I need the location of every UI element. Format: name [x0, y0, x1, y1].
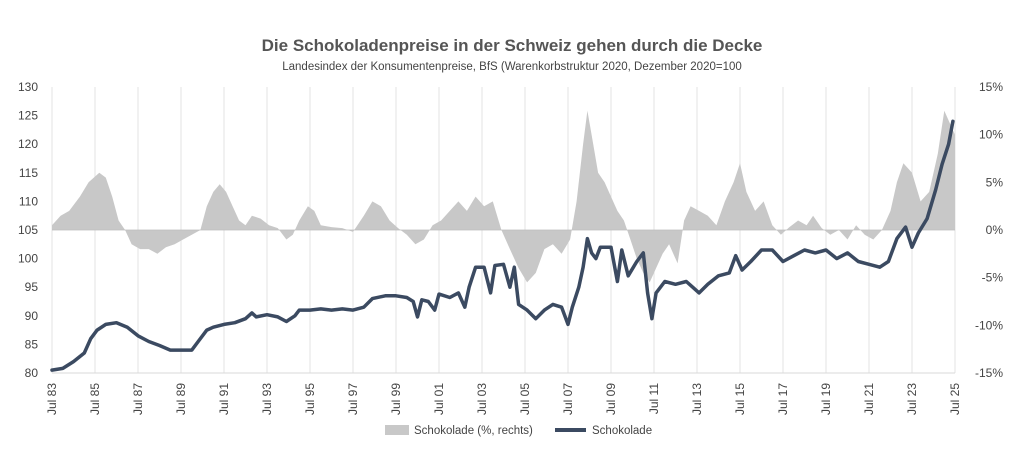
y-left-tick-120: 120 — [18, 137, 38, 151]
y-right-tick-1: -10% — [975, 318, 1003, 332]
x-axis: Jul 83 Jul 85 Jul 87 Jul 89 Jul 91 Jul 93 Jul … — [45, 383, 962, 415]
x-tick-16: Jul 15 — [733, 383, 747, 415]
x-tick-8: Jul 99 — [389, 383, 403, 415]
y-left-tick-110: 110 — [19, 194, 38, 208]
y-right-tick-6: 15% — [979, 80, 1003, 94]
x-tick-2: Jul 87 — [131, 383, 145, 415]
y-right-tick-4: 5% — [986, 175, 1004, 189]
y-right-tick-3: 0% — [986, 223, 1004, 237]
y-left-tick-105: 105 — [18, 223, 38, 237]
x-tick-11: Jul 05 — [518, 383, 532, 415]
series-area-schokolade-pct — [52, 110, 955, 283]
x-tick-14: Jul 11 — [647, 383, 661, 414]
x-tick-6: Jul 95 — [303, 383, 317, 415]
legend-line-label: Schokolade — [592, 425, 652, 437]
x-tick-17: Jul 17 — [776, 383, 790, 415]
x-tick-12: Jul 07 — [561, 383, 575, 415]
series-line-schokolade — [50, 119, 955, 372]
x-tick-9: Jul 01 — [432, 383, 446, 415]
y-right-tick-0: -15% — [975, 366, 1003, 380]
x-tick-3: Jul 89 — [174, 383, 188, 415]
x-tick-4: Jul 91 — [217, 383, 231, 415]
legend-area-label: Schokolade (%, rechts) — [414, 425, 533, 437]
x-tick-1: Jul 85 — [88, 383, 102, 415]
x-tick-18: Jul 19 — [819, 383, 833, 415]
x-tick-10: Jul 03 — [475, 383, 489, 415]
chart-subtitle: Landesindex der Konsumentenpreise, BfS (… — [282, 61, 742, 73]
y-right-tick-2: -5% — [982, 271, 1004, 285]
legend-area-swatch — [385, 425, 409, 435]
x-tick-21: Jul 25 — [948, 383, 962, 415]
area-series — [52, 110, 955, 283]
line-series — [50, 119, 955, 372]
y-left-tick-100: 100 — [18, 252, 38, 266]
x-tick-20: Jul 23 — [905, 383, 919, 415]
y-left-tick-85: 85 — [25, 337, 39, 351]
x-tick-0: Jul 83 — [45, 383, 59, 415]
x-tick-7: Jul 97 — [346, 383, 360, 415]
x-tick-19: Jul 21 — [862, 383, 876, 415]
y-left-tick-95: 95 — [25, 280, 39, 294]
legend: Schokolade (%, rechts) Schokolade — [385, 425, 652, 437]
left-axis: 80 85 90 95 100 105 110 115 120 125 130 — [18, 80, 38, 380]
y-left-tick-80: 80 — [25, 366, 39, 380]
x-tick-13: Jul 09 — [604, 383, 618, 415]
chart-title: Die Schokoladenpreise in der Schweiz geh… — [262, 36, 763, 55]
y-left-tick-130: 130 — [18, 80, 38, 94]
x-tick-15: Jul 13 — [690, 383, 704, 415]
y-left-tick-115: 115 — [19, 166, 38, 180]
right-axis: -15% -10% -5% 0% 5% 10% 15% — [975, 80, 1003, 380]
y-right-tick-5: 10% — [979, 128, 1003, 142]
y-left-tick-125: 125 — [18, 109, 38, 123]
x-tick-5: Jul 93 — [260, 383, 274, 415]
y-left-tick-90: 90 — [25, 309, 39, 323]
